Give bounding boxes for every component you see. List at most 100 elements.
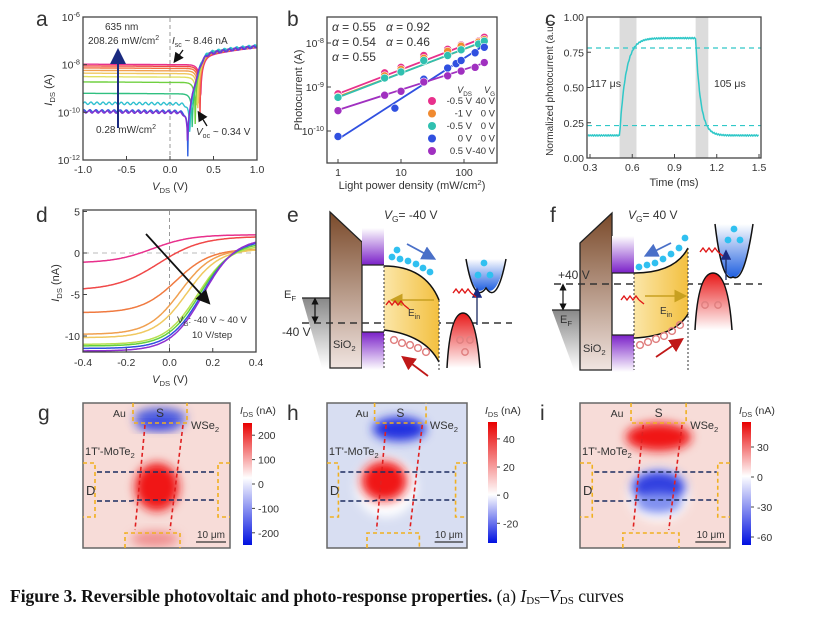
- electron: [486, 271, 494, 279]
- text-segment: -8: [317, 36, 324, 45]
- text-segment: = 0.54: [339, 35, 376, 49]
- text-segment: 2: [714, 425, 718, 434]
- wse2-edge: [409, 424, 424, 531]
- y-tick-label: 10-9: [306, 80, 324, 94]
- text-segment: 2: [601, 348, 605, 357]
- voc-arrow: [197, 110, 208, 127]
- ef-label: EF: [284, 289, 296, 303]
- series-curve: [83, 241, 257, 352]
- wse2-valence-curve: [694, 272, 733, 331]
- colorbar-tick-label: 30: [757, 442, 769, 454]
- wse2-valence-curve: [446, 312, 481, 369]
- text-segment: = 40 V: [643, 208, 678, 222]
- text-segment: 2: [374, 451, 378, 460]
- data-point: [470, 48, 480, 58]
- data-point: [443, 71, 452, 81]
- text-segment: V: [152, 181, 161, 193]
- legend-vds: 0 V: [458, 134, 473, 145]
- hole: [635, 340, 645, 350]
- text-segment: I: [43, 103, 55, 106]
- text-segment: oc: [203, 133, 211, 140]
- drain-label: D: [330, 483, 339, 498]
- source-electrode-outline: [132, 403, 188, 424]
- photon-icon: [620, 294, 640, 302]
- hole: [714, 301, 722, 309]
- photon-icon: [470, 292, 477, 298]
- text-segment: α: [386, 35, 394, 49]
- x-tick-label: -0.2: [117, 357, 135, 369]
- text-segment: 1T'-MoTe: [329, 446, 375, 458]
- electron: [412, 260, 420, 268]
- text-segment: (nA): [498, 405, 521, 417]
- panel-label-i: i: [540, 402, 545, 425]
- hole: [389, 335, 399, 345]
- wse2-conduction-band: [715, 224, 753, 278]
- text-segment: WSe: [690, 420, 714, 432]
- y-tick-label: 10-6: [62, 10, 80, 24]
- series-curve: [83, 45, 257, 128]
- wse2-conduction-curve: [465, 258, 507, 294]
- text-segment: DS: [488, 410, 498, 419]
- hole-flow-arrow: [401, 355, 429, 377]
- text-segment: (nA): [752, 405, 775, 417]
- series-curve: [83, 248, 257, 335]
- legend-vds: -0.5 V: [447, 121, 473, 132]
- colorbar-tick-label: 0: [757, 472, 763, 484]
- y-tick-label: 0.50: [564, 83, 585, 95]
- electron: [404, 257, 412, 265]
- y-tick-label: 10-10: [58, 105, 80, 119]
- y-tick-label: 10-8: [306, 36, 324, 50]
- hole: [659, 331, 669, 341]
- source-electrode-outline: [373, 403, 427, 424]
- data-point: [456, 66, 466, 76]
- series-curve: [82, 248, 256, 314]
- rise-time-label: 117 μs: [590, 78, 621, 90]
- text-segment: 2: [131, 451, 135, 460]
- wse2-valence-band: [695, 273, 732, 330]
- isc-label: Isc ~ 8.46 nA: [172, 36, 228, 49]
- x-tick-label: 1.5: [752, 162, 767, 174]
- x-axis-label: Time (ms): [649, 177, 698, 189]
- y-tick-label: -10: [65, 331, 80, 343]
- hole: [405, 340, 415, 350]
- photon-icon: [638, 299, 645, 305]
- text-segment: 10: [302, 126, 314, 138]
- legend-vds: -0.5 V: [447, 96, 473, 107]
- panel-label-d: d: [36, 204, 48, 227]
- data-point: [479, 58, 489, 67]
- legend-marker: [428, 147, 436, 155]
- hole: [421, 347, 431, 357]
- y-tick-label: 0.25: [564, 118, 585, 130]
- right-electrode-outline: [716, 462, 730, 518]
- text-segment: E: [660, 306, 667, 317]
- electron: [480, 259, 488, 267]
- bottom-electrode-outline: [622, 532, 680, 548]
- drain-electrode-outline: [580, 462, 594, 518]
- drain-electrode-outline: [327, 462, 340, 518]
- electron: [396, 255, 404, 263]
- text-segment: : -40 V ~ 40 V: [189, 315, 248, 326]
- gate-sweep-arrow: [145, 233, 211, 305]
- colorbar-tick-label: -100: [258, 503, 279, 515]
- drain-electrode-outline: [83, 462, 96, 518]
- caption-part: (a): [492, 586, 521, 606]
- hole: [461, 348, 469, 356]
- x-tick-label: 0.6: [625, 162, 640, 174]
- electron: [651, 259, 659, 267]
- colorbar-tick-label: -30: [757, 502, 772, 514]
- series-curve: [82, 236, 256, 290]
- electron-flow-arrow: [406, 243, 437, 260]
- y-axis-label: Normalized photocurrent (a.u.): [545, 20, 556, 156]
- text-segment: DS: [48, 92, 57, 103]
- text-segment: in: [667, 312, 673, 319]
- colorbar-tick-label: 20: [503, 462, 515, 474]
- text-segment: DS: [463, 91, 472, 98]
- legend-header-vg: VG: [484, 85, 495, 98]
- text-segment: 10: [62, 12, 74, 24]
- x-tick-label: 0.0: [163, 164, 178, 176]
- drain-label: D: [583, 483, 592, 498]
